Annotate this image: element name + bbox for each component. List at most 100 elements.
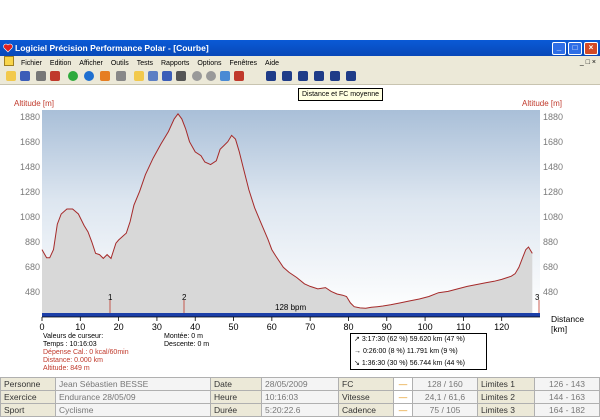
date-label: Date [210,377,262,391]
exercise-label: Exercice [0,390,56,404]
slope-row-flat: → 0:26:00 (8 %) 11.791 km (9 %) [354,346,486,358]
right-axis-title: Altitude [m] [522,99,563,108]
bars-icon-5[interactable] [330,71,340,81]
x-tick-50: 50 [228,322,239,332]
limits-3-value: 164 - 182 [534,403,600,417]
print-icon[interactable] [36,71,46,81]
slope-row-down: ↘ 1:36:30 (30 %) 56.744 km (44 %) [354,358,486,370]
minimize-button[interactable]: _ [552,42,566,55]
uphill-arrow-icon: ↗ [354,336,360,343]
menu-tests[interactable]: Tests [136,60,154,67]
x-tick-60: 60 [266,322,277,332]
table-row: Exercice Endurance 28/05/09 Heure 10:16:… [0,390,600,404]
x-axis-title-line1: Distance [551,314,585,324]
menu-fichier[interactable]: Fichier [20,60,42,67]
y-tick-left-880: 880 [24,237,40,247]
menu-options[interactable]: Options [197,60,222,67]
duration-value: 5:20:22.6 [261,403,339,417]
menu-edition[interactable]: Edition [49,60,72,67]
slope-summary-box: ↗ 3:17:30 (62 %) 59.620 km (47 %) → 0:26… [350,333,487,370]
y-tick-right-1880: 1880 [543,112,564,122]
menu-afficher[interactable]: Afficher [79,60,103,67]
sport-label: Sport [0,403,56,417]
x-tick-100: 100 [417,322,433,332]
table-row: Sport Cyclisme Durée 5:20:22.6 Cadence —… [0,403,600,417]
bars-icon-4[interactable] [314,71,324,81]
y-tick-left-480: 480 [24,287,40,297]
polar-heart-icon [3,43,13,53]
cursor-time: Temps : 10:16:03 [43,341,97,348]
limits-1-label: Limites 1 [477,377,535,391]
marker-1-label: 1 [108,293,113,302]
close-button[interactable]: × [584,42,598,55]
y-tick-left-680: 680 [24,262,40,272]
climb-montee: Montée: 0 m [164,333,203,340]
document-icon[interactable] [4,56,14,66]
x-tick-10: 10 [75,322,86,332]
bars-icon-6[interactable] [346,71,356,81]
exercise-value: Endurance 28/05/09 [55,390,211,404]
limits-2-label: Limites 2 [477,390,535,404]
save-icon[interactable] [20,71,30,81]
chart-icon[interactable] [148,71,158,81]
refresh-icon[interactable] [68,71,78,81]
folder-icon[interactable] [134,71,144,81]
hr-average-label: 128 bpm [275,303,306,312]
limits-3-label: Limites 3 [477,403,535,417]
x-tick-70: 70 [305,322,316,332]
y-tick-right-880: 880 [543,237,559,247]
cursor-values-panel: Valeurs de curseur: Temps : 10:16:03 Dép… [43,333,129,373]
x-axis-title: Distance [km] [551,314,584,334]
altitude-area [42,113,533,313]
date-value: 28/05/2009 [261,377,339,391]
calendar-icon[interactable] [116,71,126,81]
toolbar-tooltip: Distance et FC moyenne [298,88,384,101]
cursor-calories: Dépense Cal.: 0 kcal/60min [43,349,129,356]
heart-rate-icon[interactable] [162,71,172,81]
x-tick-0: 0 [39,322,45,332]
downhill-arrow-icon: ↘ [354,360,360,367]
maximize-button[interactable]: □ [568,42,582,55]
list-icon[interactable] [176,71,186,81]
y-tick-right-1280: 1280 [543,187,564,197]
x-tick-80: 80 [343,322,354,332]
speed-dash: — [393,390,413,404]
speed-value: 24,1 / 61,6 [412,390,478,404]
open-file-icon[interactable] [6,71,16,81]
x-tick-120: 120 [494,322,510,332]
y-tick-right-680: 680 [543,262,559,272]
mdi-window-controls[interactable]: _ □ × [579,59,596,66]
y-tick-left-1680: 1680 [19,137,40,147]
y-tick-right-480: 480 [543,287,559,297]
marker-icon[interactable] [234,71,244,81]
menu-aide[interactable]: Aide [265,60,280,67]
hr-dash: — [393,377,413,391]
bars-icon-1[interactable] [266,71,276,81]
y-tick-right-1080: 1080 [543,212,564,222]
distance-hr-icon[interactable] [298,71,308,81]
delete-icon[interactable] [50,71,60,81]
x-tick-30: 30 [151,322,162,332]
y-tick-left-1080: 1080 [19,212,40,222]
marker-3-label: 3 [535,293,540,302]
y-tick-left-1880: 1880 [19,112,40,122]
zoom-in-icon[interactable] [192,71,202,81]
menu-rapports[interactable]: Rapports [161,60,190,67]
climb-panel: Montée: 0 m Descente: 0 m [164,333,209,349]
y-tick-left-1280: 1280 [19,187,40,197]
flat-arrow-icon: → [354,348,361,355]
cursor-icon[interactable] [220,71,230,81]
menu-fenetres[interactable]: Fenêtres [229,60,258,67]
bars-icon-2[interactable] [282,71,292,81]
zoom-out-icon[interactable] [206,71,216,81]
tools-icon[interactable] [100,71,110,81]
x-tick-40: 40 [190,322,201,332]
cadence-label: Cadence [338,403,394,417]
menu-outils[interactable]: Outils [110,60,129,67]
person-label: Personne [0,377,56,391]
time-value: 10:16:03 [261,390,339,404]
globe-icon[interactable] [84,71,94,81]
cursor-header: Valeurs de curseur: [43,333,104,340]
window-title: Logiciel Précision Performance Polar - [… [15,43,209,53]
